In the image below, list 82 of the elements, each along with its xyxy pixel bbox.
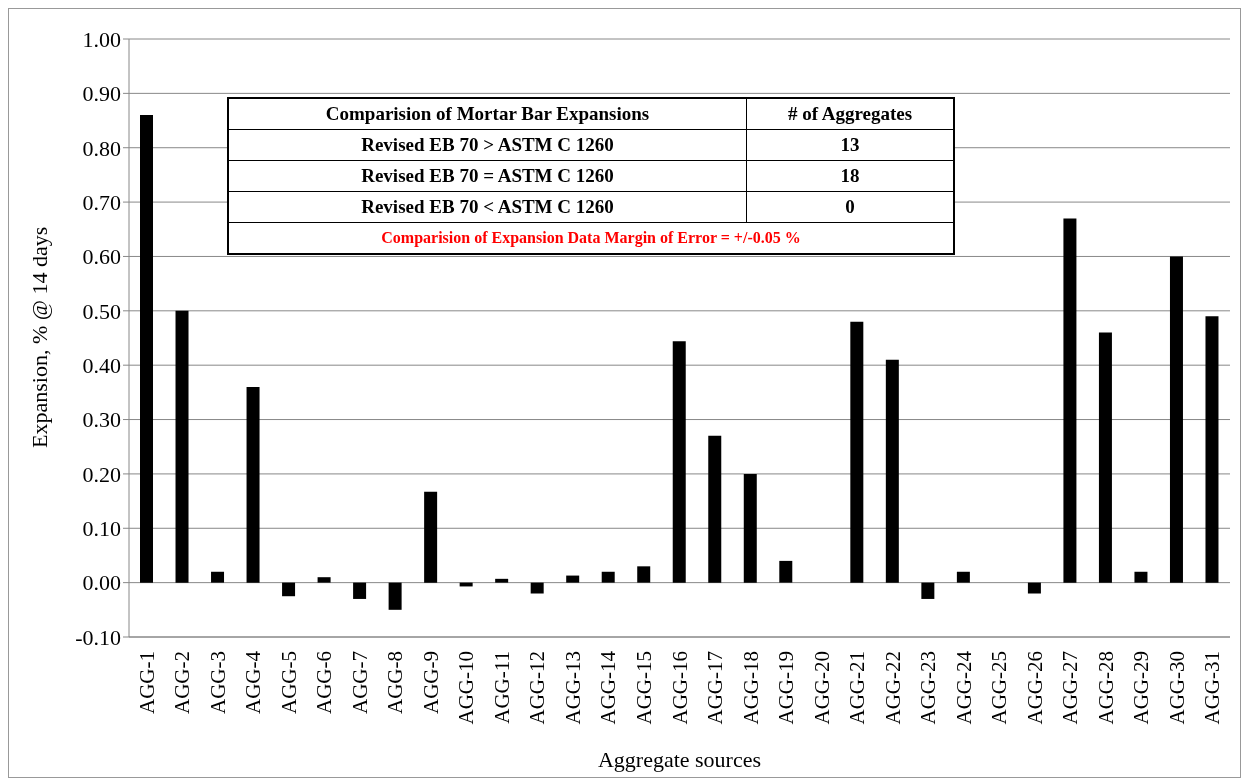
bar <box>566 575 580 583</box>
bar <box>140 115 153 583</box>
x-tick-label: AGG-13 <box>560 651 585 725</box>
bar <box>1169 256 1183 583</box>
x-tick-label: AGG-21 <box>845 651 870 725</box>
y-tick-label: 0.40 <box>82 352 121 378</box>
bar <box>388 582 402 610</box>
y-tick-label: 0.60 <box>82 244 121 270</box>
bar <box>1134 571 1148 583</box>
annotation: 13 <box>746 129 954 161</box>
y-tick-label: 0.50 <box>82 298 121 324</box>
x-axis-title: Aggregate sources <box>597 747 762 772</box>
x-tick-label: AGG-29 <box>1129 651 1154 725</box>
bar <box>1205 316 1219 583</box>
x-tick-label: AGG-15 <box>631 651 656 725</box>
x-tick-label: AGG-12 <box>525 651 550 725</box>
bar <box>779 560 793 583</box>
bar <box>885 359 899 583</box>
bar <box>637 566 651 583</box>
annotation: 0 <box>746 191 954 223</box>
x-tick-label: AGG-3 <box>205 651 230 714</box>
x-tick-label: AGG-18 <box>738 651 763 725</box>
bar <box>211 571 225 583</box>
y-tick-label: 0.00 <box>82 570 121 596</box>
x-tick-label: AGG-30 <box>1164 651 1189 725</box>
x-tick-label: AGG-22 <box>880 651 905 725</box>
y-tick-label: 0.20 <box>82 461 121 487</box>
y-tick-label: 0.70 <box>82 189 121 215</box>
x-tick-label: AGG-25 <box>987 651 1012 725</box>
y-tick-label: 0.90 <box>82 81 121 107</box>
bar <box>601 571 615 583</box>
x-tick-label: AGG-20 <box>809 651 834 725</box>
bar <box>353 582 367 599</box>
bar <box>317 577 331 583</box>
x-tick-label: AGG-31 <box>1200 651 1225 725</box>
x-tick-label: AGG-17 <box>703 651 728 725</box>
bar <box>1027 582 1041 594</box>
bar <box>424 491 438 583</box>
y-tick-label: 1.00 <box>82 26 121 52</box>
x-tick-label: AGG-6 <box>312 651 337 714</box>
x-tick-label: AGG-9 <box>418 651 443 714</box>
annotation: Comparision of Expansion Data Margin of Error = +/-0.05 % <box>228 222 954 254</box>
bar <box>921 582 935 599</box>
x-tick-label: AGG-7 <box>347 651 372 714</box>
annotation: Revised EB 70 > ASTM C 1260 <box>228 129 747 161</box>
x-tick-label: AGG-8 <box>383 651 408 714</box>
bar <box>956 571 970 583</box>
x-tick-label: AGG-2 <box>170 651 195 714</box>
bar <box>743 473 757 583</box>
bar <box>708 435 722 583</box>
x-tick-label: AGG-28 <box>1093 651 1118 725</box>
x-tick-label: AGG-23 <box>916 651 941 725</box>
bar <box>672 341 686 583</box>
y-axis-title: Expansion, % @ 14 days <box>26 226 52 448</box>
bar <box>282 582 296 597</box>
annotation: Revised EB 70 = ASTM C 1260 <box>228 160 747 192</box>
bar <box>1098 332 1112 583</box>
x-tick-label: AGG-27 <box>1058 651 1083 725</box>
annotation: Comparision of Mortar Bar Expansions <box>228 98 747 130</box>
bar <box>1063 218 1077 583</box>
annotation: # of Aggregates <box>746 98 954 130</box>
bar <box>530 582 544 594</box>
x-tick-label: AGG-26 <box>1022 651 1047 725</box>
x-tick-label: AGG-11 <box>489 651 514 724</box>
bar <box>175 310 189 583</box>
x-tick-label: AGG-5 <box>276 651 301 714</box>
y-tick-label: 0.10 <box>82 516 121 542</box>
x-tick-label: AGG-14 <box>596 650 621 725</box>
y-tick-label: 0.30 <box>82 407 121 433</box>
x-tick-label: AGG-24 <box>951 650 976 725</box>
x-tick-label: AGG-19 <box>774 651 799 725</box>
bar <box>246 386 260 583</box>
bar <box>850 321 864 583</box>
x-tick-label: AGG-1 <box>134 651 159 714</box>
annotation: Revised EB 70 < ASTM C 1260 <box>228 191 747 223</box>
bar <box>495 578 509 583</box>
x-tick-label: AGG-10 <box>454 651 479 725</box>
y-tick-label: 0.80 <box>82 135 121 161</box>
y-tick-label: -0.10 <box>75 624 121 650</box>
x-tick-label: AGG-4 <box>241 650 266 714</box>
x-tick-label: AGG-16 <box>667 651 692 725</box>
annotation: 18 <box>746 160 954 192</box>
